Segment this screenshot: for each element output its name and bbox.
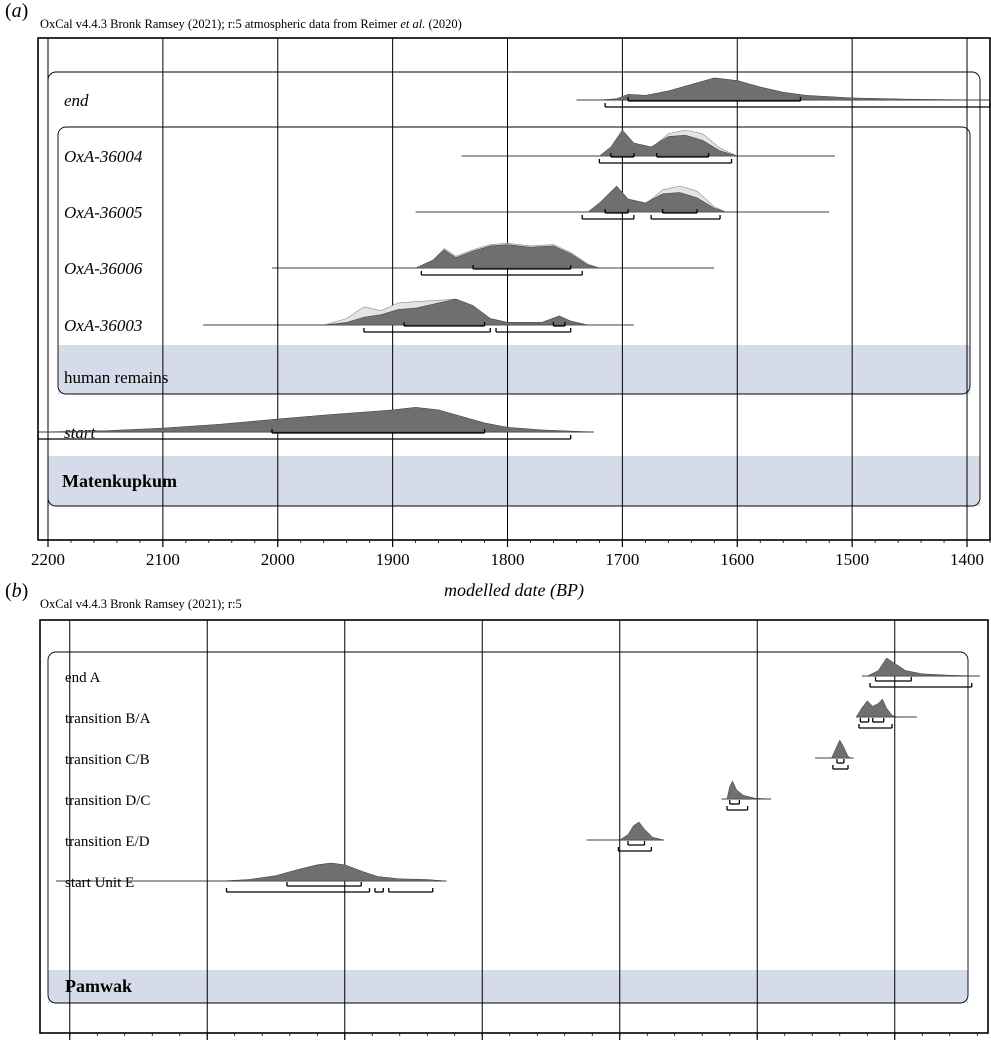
group-label: Matenkupkum: [62, 471, 177, 491]
posterior-distribution: [726, 780, 769, 800]
series-label: OxA-36003: [64, 316, 142, 335]
phase-box: [47, 651, 969, 1004]
posterior-distribution: [599, 77, 991, 101]
posterior-distribution: [867, 657, 981, 677]
x-tick-label: 1800: [491, 550, 525, 569]
series-label: OxA-36005: [64, 203, 142, 222]
chart-b-group: Pamwak end A transition B/A transition C/B t…: [39, 619, 989, 1040]
posterior-distribution: [618, 821, 664, 841]
x-tick-label: 1400: [950, 550, 984, 569]
panel-a-credit: OxCal v4.4.3 Bronk Ramsey (2021); r:5 at…: [40, 17, 462, 31]
chart-b: Pamwak end A transition B/A transition C/B t…: [39, 619, 989, 1040]
x-tick-label: 1900: [376, 550, 410, 569]
group-label: human remains: [64, 368, 168, 387]
phase-box: [47, 71, 981, 507]
x-tick-label: 2000: [261, 550, 295, 569]
series-label: end: [64, 91, 89, 110]
series-label: OxA-36004: [64, 147, 143, 166]
panel-b-credit: OxCal v4.4.3 Bronk Ramsey (2021); r:5: [40, 597, 242, 611]
group-band: [58, 345, 970, 394]
group-band: [48, 456, 980, 506]
group-label: Pamwak: [65, 976, 132, 996]
panel-a: (a) OxCal v4.4.3 Bronk Ramsey (2021); r:…: [5, 0, 991, 601]
series-label: start Unit E: [65, 875, 134, 891]
posterior-distribution: [831, 739, 852, 759]
x-tick-label: 2100: [146, 550, 180, 569]
plot-frame: [37, 37, 991, 541]
series-label: start: [64, 423, 96, 442]
x-axis-label: modelled date (BP): [444, 580, 584, 601]
series-label: transition E/D: [65, 834, 150, 850]
phase-box-inner: [57, 126, 971, 395]
posterior-distribution: [415, 244, 600, 269]
panel-b: (b) OxCal v4.4.3 Bronk Ramsey (2021); r:…: [0, 580, 991, 1041]
chart-a: human remains Matenkupkum end OxA-36004 OxA-…: [31, 37, 991, 601]
x-tick-label: 1500: [835, 550, 869, 569]
group-band: [48, 970, 968, 1003]
x-tick-label: 2200: [31, 550, 65, 569]
posterior-distribution: [598, 129, 738, 157]
series-label: transition D/C: [65, 793, 150, 809]
panel-b-letter: (b): [5, 580, 29, 602]
posterior-distribution: [220, 862, 447, 882]
chart-a-group: human remains Matenkupkum end OxA-36004 OxA-…: [31, 37, 991, 601]
series-label: transition B/A: [65, 711, 151, 727]
series-label: end A: [65, 670, 101, 686]
posterior-distribution: [587, 185, 726, 213]
posterior-distribution: [37, 407, 594, 433]
posterior-distribution: [855, 698, 898, 718]
series-label: OxA-36006: [64, 259, 143, 278]
posterior-distribution: [323, 298, 588, 326]
x-tick-label: 1600: [720, 550, 754, 569]
x-tick-label: 1700: [605, 550, 639, 569]
plot-frame: [39, 619, 989, 1034]
panel-a-letter: (a): [5, 0, 29, 22]
series-label: transition C/B: [65, 752, 150, 768]
